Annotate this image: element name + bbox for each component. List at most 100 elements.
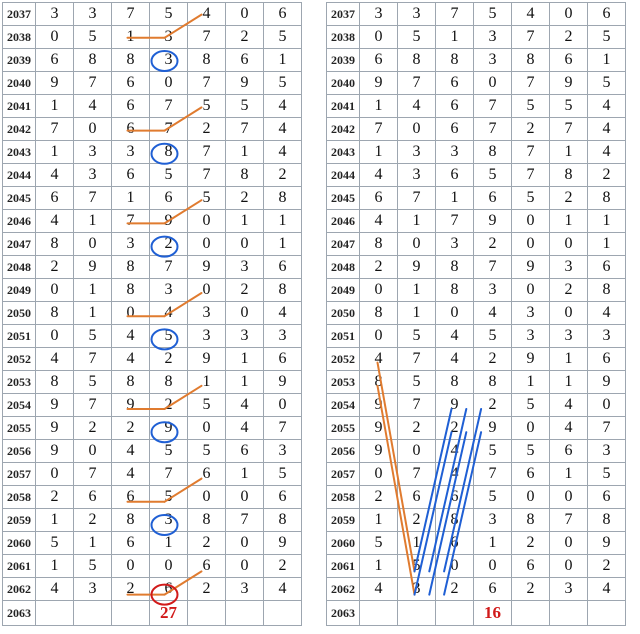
row-id: 2037	[327, 3, 360, 26]
cell: 6	[264, 486, 302, 509]
cell: 3	[398, 578, 436, 601]
cell: 6	[588, 348, 626, 371]
table-row: 20427067274	[3, 118, 302, 141]
cell: 5	[74, 26, 112, 49]
table-row: 20538588119	[3, 371, 302, 394]
cell: 3	[436, 233, 474, 256]
cell: 1	[550, 210, 588, 233]
cell: 0	[188, 233, 226, 256]
cell: 1	[36, 95, 74, 118]
row-id: 2061	[327, 555, 360, 578]
cell: 6	[436, 164, 474, 187]
cell: 3	[474, 279, 512, 302]
cell: 7	[436, 210, 474, 233]
cell: 2	[264, 164, 302, 187]
row-id: 2041	[3, 95, 36, 118]
cell: 1	[36, 509, 74, 532]
cell: 0	[112, 555, 150, 578]
cell: 0	[436, 555, 474, 578]
cell: 6	[588, 486, 626, 509]
cell	[264, 601, 302, 626]
cell: 8	[36, 371, 74, 394]
cell: 5	[474, 486, 512, 509]
cell: 3	[36, 3, 74, 26]
cell: 8	[360, 233, 398, 256]
page: 2037337540620380513725203968838612040976…	[0, 0, 640, 634]
table-row: 20409760795	[3, 72, 302, 95]
cell: 2	[550, 26, 588, 49]
right-table: 2037337540620380513725203968838612040976…	[326, 2, 626, 626]
cell: 7	[512, 141, 550, 164]
cell: 3	[550, 578, 588, 601]
cell: 5	[512, 440, 550, 463]
row-id: 2045	[3, 187, 36, 210]
table-row: 20510545333	[327, 325, 626, 348]
cell: 1	[588, 210, 626, 233]
cell: 2	[360, 486, 398, 509]
cell: 3	[112, 233, 150, 256]
row-id: 2053	[327, 371, 360, 394]
cell: 4	[436, 440, 474, 463]
cell: 3	[360, 3, 398, 26]
table-row: 20508104304	[327, 302, 626, 325]
table-row: 20582665006	[327, 486, 626, 509]
cell: 7	[436, 3, 474, 26]
cell: 27	[150, 601, 188, 626]
cell: 0	[550, 532, 588, 555]
cell: 0	[550, 3, 588, 26]
cell: 8	[360, 371, 398, 394]
table-row: 20490183028	[3, 279, 302, 302]
cell	[398, 601, 436, 626]
cell	[436, 601, 474, 626]
cell: 0	[264, 394, 302, 417]
cell: 4	[360, 164, 398, 187]
cell: 2	[550, 279, 588, 302]
cell: 4	[360, 348, 398, 371]
cell: 7	[188, 72, 226, 95]
cell: 4	[264, 141, 302, 164]
cell: 7	[150, 95, 188, 118]
cell: 4	[74, 95, 112, 118]
cell: 6	[588, 3, 626, 26]
cell: 8	[150, 141, 188, 164]
row-id: 2038	[3, 26, 36, 49]
cell: 6	[150, 187, 188, 210]
table-row: 20478032001	[3, 233, 302, 256]
table-row: 20549792540	[327, 394, 626, 417]
cell: 1	[150, 532, 188, 555]
cell: 0	[188, 279, 226, 302]
table-row: 20605161209	[327, 532, 626, 555]
table-row: 20559229047	[3, 417, 302, 440]
cell: 7	[360, 118, 398, 141]
result-value: 16	[484, 603, 501, 622]
cell: 6	[360, 49, 398, 72]
cell: 1	[550, 371, 588, 394]
cell: 7	[512, 164, 550, 187]
cell: 9	[474, 210, 512, 233]
cell: 9	[150, 417, 188, 440]
cell: 4	[550, 417, 588, 440]
row-id: 2059	[327, 509, 360, 532]
cell: 4	[436, 325, 474, 348]
row-id: 2042	[327, 118, 360, 141]
cell: 4	[112, 348, 150, 371]
table-row: 20380513725	[327, 26, 626, 49]
cell: 7	[226, 118, 264, 141]
cell: 2	[474, 348, 512, 371]
cell: 6	[436, 532, 474, 555]
cell: 1	[360, 555, 398, 578]
row-id: 2038	[327, 26, 360, 49]
table-row: 20611500602	[3, 555, 302, 578]
cell: 0	[360, 325, 398, 348]
row-id: 2060	[3, 532, 36, 555]
cell: 1	[588, 233, 626, 256]
table-row: 20482987936	[3, 256, 302, 279]
row-id: 2061	[3, 555, 36, 578]
table-row: 20559229047	[327, 417, 626, 440]
cell: 3	[112, 141, 150, 164]
row-id: 2043	[327, 141, 360, 164]
cell: 3	[512, 325, 550, 348]
cell: 1	[74, 532, 112, 555]
cell: 0	[436, 302, 474, 325]
cell: 7	[150, 256, 188, 279]
